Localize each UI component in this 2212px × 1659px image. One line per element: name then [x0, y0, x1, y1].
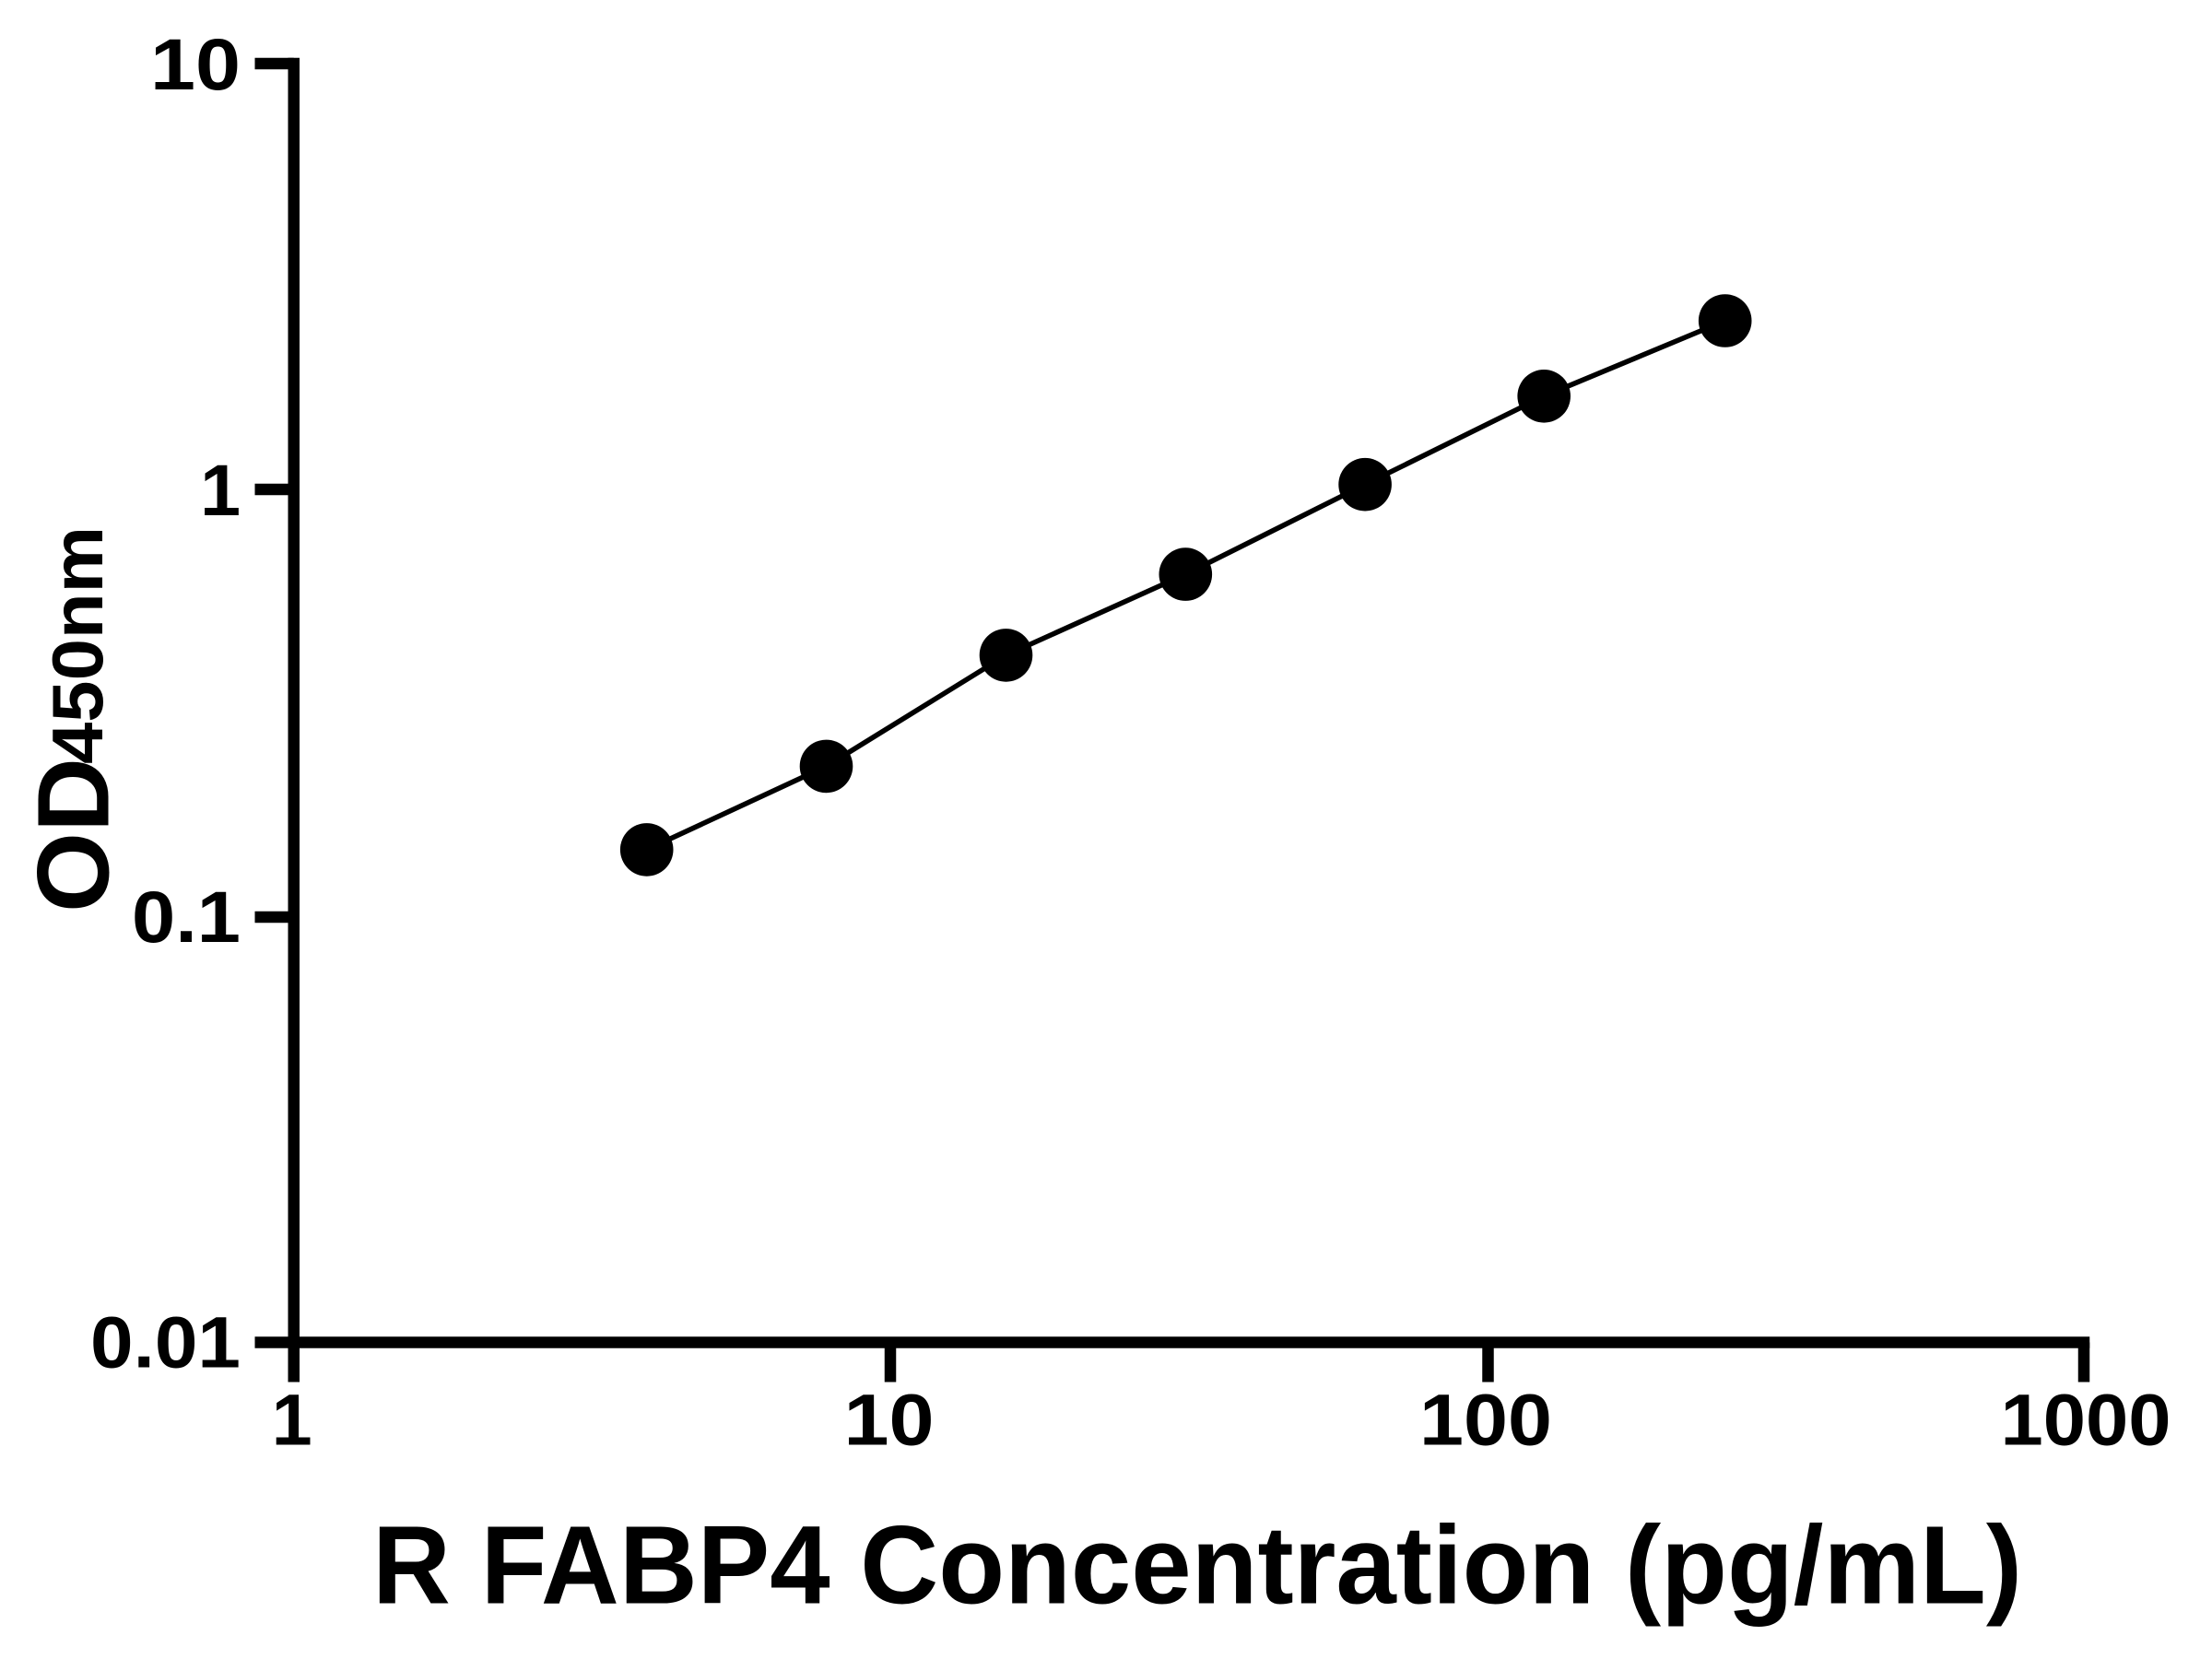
svg-text:0.01: 0.01: [90, 1301, 241, 1383]
svg-text:100: 100: [1419, 1379, 1552, 1461]
svg-text:1: 1: [200, 449, 241, 531]
svg-text:R FABP4 Concentration (pg/mL): R FABP4 Concentration (pg/mL): [372, 1501, 2022, 1627]
svg-text:0.1: 0.1: [132, 876, 241, 958]
svg-text:OD: OD: [18, 758, 131, 912]
svg-text:10: 10: [844, 1379, 935, 1461]
svg-text:450nm: 450nm: [37, 526, 118, 764]
svg-text:1000: 1000: [2001, 1379, 2171, 1461]
svg-text:10: 10: [150, 23, 241, 105]
svg-text:1: 1: [272, 1379, 312, 1461]
